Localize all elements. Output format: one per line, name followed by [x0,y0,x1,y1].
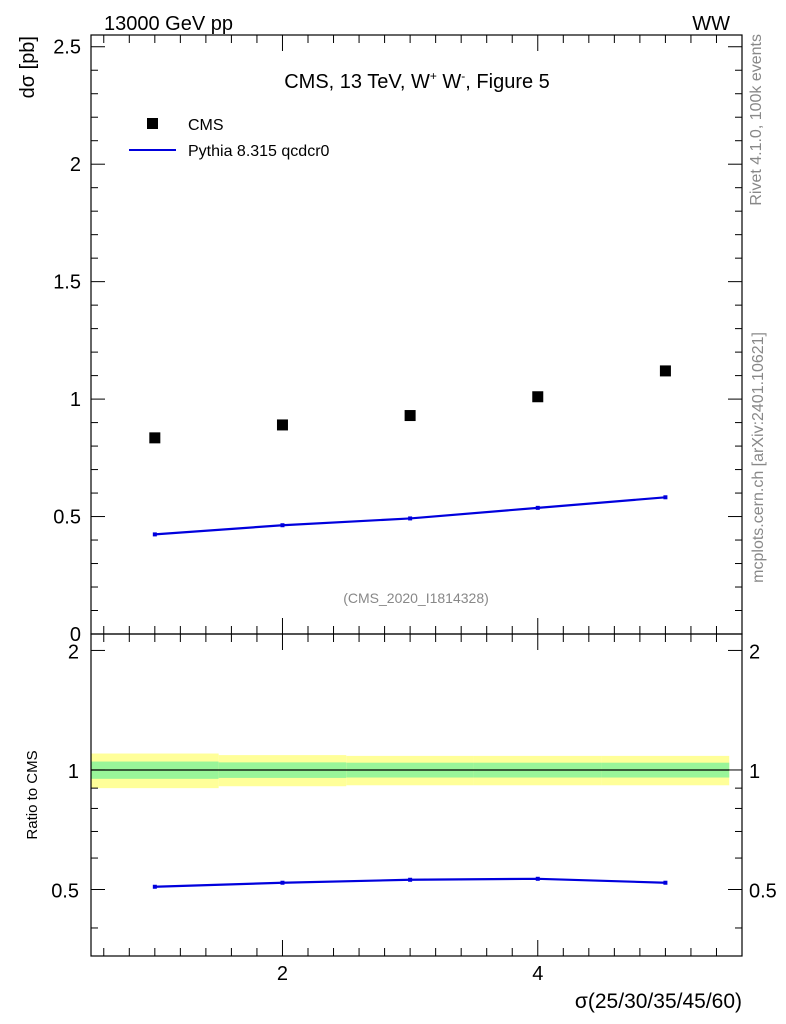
ratio-plot-frame [90,633,743,957]
main-y-tick-labels: 0 0.5 1 1.5 2 2.5 [53,37,81,646]
ratio-ytick-label-right: 2 [749,641,760,663]
main-ytick-label: 2.5 [53,37,81,59]
pythia-point [535,505,540,510]
ratio-xtick-label: 2 [277,963,288,985]
ratio-ytick-label-right: 1 [749,761,760,783]
legend-cms-label: CMS [188,117,224,134]
main-series-layer [149,365,671,537]
legend: CMS Pythia 8.315 qcdcr0 [129,117,330,160]
ratio-uncertainty-bands [91,753,730,789]
header-right-label: WW [692,13,730,35]
title-sup-plus: + [430,69,437,83]
cms-data-point [404,410,416,422]
main-y-axis-label: dσ [pb] [17,36,39,98]
ratio-pythia-point [408,877,413,882]
ratio-y-axis-label: Ratio to CMS [24,750,41,839]
ratio-pythia-point [280,880,285,885]
x-axis-label: σ(25/30/35/45/60) [575,990,742,1013]
pythia-line [154,496,666,536]
legend-cms-marker [147,118,158,129]
main-ytick-label: 2 [70,154,81,176]
pythia-point [152,532,157,537]
ratio-pythia-point [535,876,540,881]
ratio-ytick-label-right: 0.5 [749,880,777,902]
main-chart-title: CMS, 13 TeV, W+ W-, Figure 5 [284,69,550,93]
ratio-pythia-point [152,884,157,889]
title-mid: W [437,71,462,93]
cms-data-point [659,365,671,377]
cms-data-point [532,391,544,403]
main-panel: 0 0.5 1 1.5 2 2.5 dσ [pb] CMS, 13 TeV, W+ W-,… [17,34,743,646]
title-suffix: , Figure 5 [465,71,549,93]
title-sup-minus: - [461,69,465,83]
ratio-pythia-point [663,880,668,885]
ratio-ytick-label-left: 0.5 [51,880,79,902]
main-ytick-label: 1.5 [53,272,81,294]
main-ytick-label: 0 [70,624,81,646]
mcplots-label: mcplots.cern.ch [arXiv:2401.10621] [750,332,767,583]
pythia-point [280,523,285,528]
pythia-point [408,516,413,521]
main-ytick-label: 0.5 [53,507,81,529]
header-left-label: 13000 GeV pp [104,13,233,35]
cms-data-point [149,432,161,444]
title-prefix: CMS, 13 TeV, W [284,71,430,93]
ratio-axis-ticks [91,634,742,956]
ratio-xtick-label: 4 [532,963,543,985]
legend-pythia-label: Pythia 8.315 qcdcr0 [188,143,330,160]
pythia-point [663,495,668,500]
main-axis-ticks [91,35,742,635]
ratio-ytick-label-left: 1 [68,761,79,783]
main-ytick-label: 1 [70,389,81,411]
rivet-version-label: Rivet 4.1.0, 100k events [748,34,765,206]
ratio-y-tick-labels: 0.5 0.5 1 1 2 2 [51,641,777,902]
analysis-watermark: (CMS_2020_I1814328) [343,590,489,606]
ratio-ytick-label-left: 2 [68,641,79,663]
ratio-series-layer [152,876,668,889]
cms-data-point [276,419,288,431]
